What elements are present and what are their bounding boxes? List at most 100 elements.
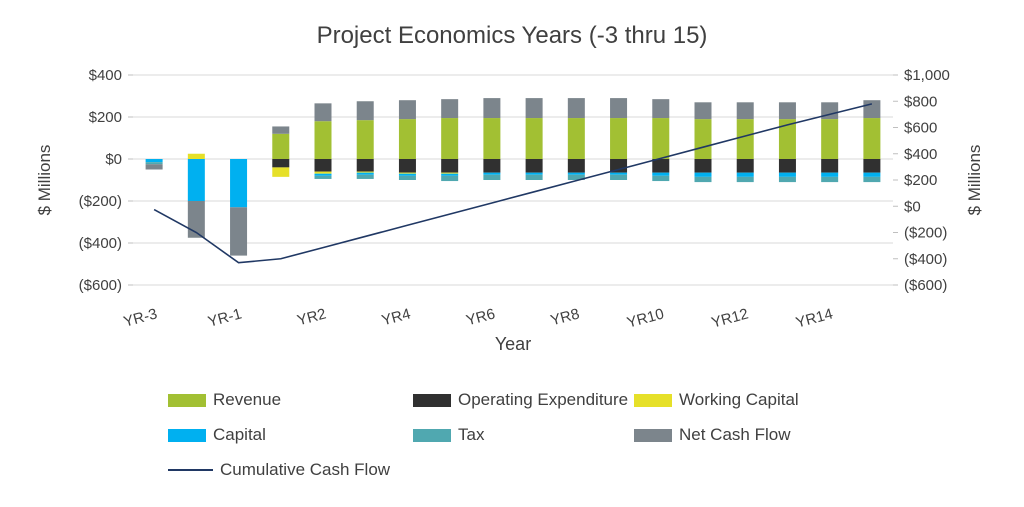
net-cash-flow-swatch-icon — [634, 428, 672, 442]
bar-segment-operating-expenditure — [610, 159, 628, 173]
right-axis-tick-label: $800 — [904, 93, 937, 110]
bar-segment-operating-expenditure — [272, 159, 290, 168]
bar-segment-working-capital — [187, 153, 205, 159]
bar-segment-net-cash-flow — [736, 102, 754, 120]
bar-segment-net-cash-flow — [356, 101, 374, 121]
bar-segment-capital — [441, 173, 459, 176]
bar-segment-revenue — [652, 118, 670, 159]
right-axis-tick-label: ($600) — [904, 277, 947, 294]
bar-segment-tax — [821, 176, 839, 183]
bar-segment-revenue — [483, 118, 501, 159]
bar-segment-operating-expenditure — [483, 159, 501, 173]
bar-segment-tax — [567, 174, 585, 180]
right-axis-tick-label: $1,000 — [904, 67, 950, 84]
bar-segment-capital — [821, 172, 839, 177]
bar-segment-capital — [145, 159, 163, 163]
x-axis-tick-label: YR-1 — [206, 305, 243, 330]
left-axis-tick-label: ($400) — [79, 235, 122, 252]
legend-item-tax: Tax — [413, 425, 634, 445]
legend-item-working-capital: Working Capital — [634, 390, 934, 410]
legend-item-operating-expenditure: Operating Expenditure — [413, 390, 634, 410]
bar-segment-revenue — [736, 119, 754, 159]
x-axis-tick-label: YR10 — [625, 305, 666, 331]
right-axis-tick-label: $600 — [904, 120, 937, 137]
legend-label-tax: Tax — [458, 425, 485, 444]
bar-segment-tax — [863, 176, 881, 183]
x-axis-tick-label: YR14 — [794, 305, 835, 331]
right-axis-tick-label: $400 — [904, 146, 937, 163]
bar-segment-operating-expenditure — [778, 159, 796, 173]
bar-segment-capital — [356, 172, 374, 175]
bar-segment-operating-expenditure — [863, 159, 881, 173]
legend-label-revenue: Revenue — [213, 390, 282, 409]
bar-segment-revenue — [694, 119, 712, 159]
bar-segment-revenue — [610, 118, 628, 159]
bar-segment-revenue — [525, 118, 543, 159]
bar-segment-operating-expenditure — [567, 159, 585, 173]
tax-swatch-icon — [413, 428, 451, 442]
bar-segment-tax — [441, 175, 459, 182]
bar-segment-operating-expenditure — [441, 159, 459, 173]
bar-segment-revenue — [314, 121, 332, 159]
bar-segment-operating-expenditure — [398, 159, 416, 173]
x-axis-tick-label: YR2 — [295, 305, 328, 329]
bar-segment-revenue — [567, 118, 585, 159]
x-axis-tick-label: YR12 — [710, 305, 751, 331]
bar-segment-working-capital — [398, 172, 416, 174]
working-capital-swatch-icon — [634, 393, 672, 407]
x-axis-tick-label: YR6 — [464, 305, 497, 329]
x-axis-tick-label: YR8 — [549, 305, 582, 329]
bar-segment-operating-expenditure — [694, 159, 712, 173]
bar-segment-net-cash-flow — [145, 164, 163, 170]
bar-segment-tax — [314, 175, 332, 179]
legend-label-net-cash-flow: Net Cash Flow — [679, 425, 791, 444]
legend-label-working-capital: Working Capital — [679, 390, 799, 409]
bar-segment-revenue — [863, 118, 881, 159]
legend-label-capital: Capital — [213, 425, 266, 444]
x-axis-tick-label: YR-3 — [122, 305, 159, 330]
bar-segment-net-cash-flow — [441, 99, 459, 119]
bar-segment-net-cash-flow — [863, 100, 881, 119]
chart-title: Project Economics Years (-3 thru 15) — [316, 22, 708, 49]
bar-segment-capital — [567, 172, 585, 175]
legend-item-cumulative-cash-flow: Cumulative Cash Flow — [168, 460, 413, 480]
bar-segment-operating-expenditure — [652, 159, 670, 173]
bar-segment-net-cash-flow — [778, 102, 796, 120]
bar-segment-tax — [652, 175, 670, 182]
bar-segment-net-cash-flow — [610, 98, 628, 119]
bar-segment-working-capital — [441, 172, 459, 174]
bar-segment-working-capital — [272, 167, 290, 177]
bar-segment-capital — [863, 172, 881, 177]
right-axis-tick-label: ($400) — [904, 251, 947, 268]
right-axis-tick-label: ($200) — [904, 225, 947, 242]
legend-label-cumulative-cash-flow: Cumulative Cash Flow — [220, 460, 391, 479]
bar-segment-revenue — [441, 118, 459, 159]
bar-segment-tax — [694, 176, 712, 183]
bar-segment-net-cash-flow — [694, 102, 712, 120]
bar-segment-net-cash-flow — [314, 103, 332, 122]
bar-segment-revenue — [272, 133, 290, 159]
left-axis-tick-label: $0 — [105, 151, 122, 168]
bar-segment-net-cash-flow — [230, 207, 248, 256]
bar-segment-revenue — [356, 120, 374, 159]
bar-segment-net-cash-flow — [272, 126, 290, 134]
bar-segment-capital — [314, 173, 332, 176]
revenue-swatch-icon — [168, 393, 206, 407]
right-axis-tick-label: $0 — [904, 198, 921, 215]
bar-segment-net-cash-flow — [398, 100, 416, 120]
x-axis-tick-label: YR4 — [380, 305, 413, 329]
bar-segment-capital — [778, 172, 796, 177]
bar-segment-capital — [483, 172, 501, 175]
legend-item-capital: Capital — [168, 425, 413, 445]
left-axis-tick-label: $400 — [89, 67, 122, 84]
bar-segment-net-cash-flow — [652, 99, 670, 119]
bar-segment-tax — [610, 174, 628, 180]
left-axis-tick-label: $200 — [89, 109, 122, 126]
bar-segment-tax — [736, 176, 754, 183]
bar-segment-revenue — [821, 119, 839, 159]
bar-segment-operating-expenditure — [821, 159, 839, 173]
legend-item-net-cash-flow: Net Cash Flow — [634, 425, 934, 445]
bar-segment-revenue — [778, 119, 796, 159]
bar-segment-capital — [736, 172, 754, 177]
